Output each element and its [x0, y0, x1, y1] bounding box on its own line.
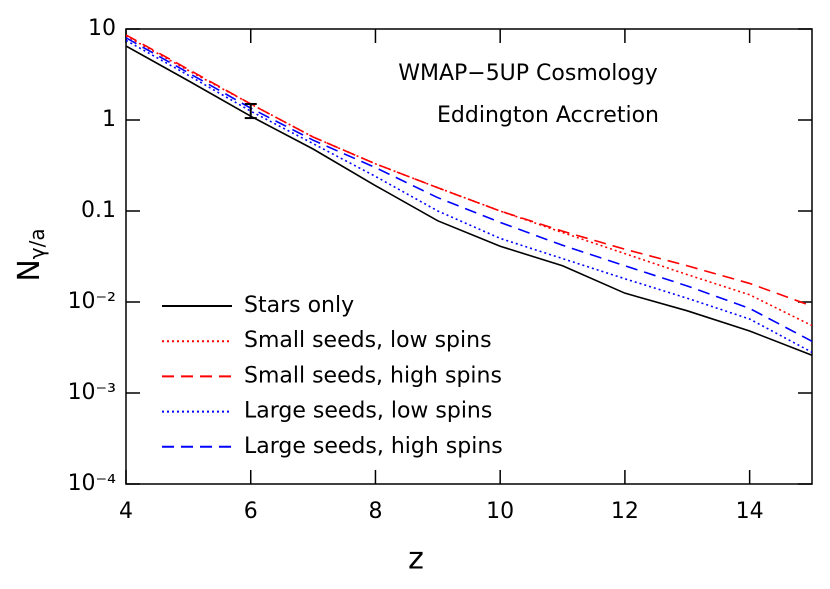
series-line — [126, 45, 812, 356]
series-line — [126, 37, 812, 343]
x-axis-label: z — [408, 542, 424, 577]
y-tick-label: 10 — [88, 16, 116, 41]
y-axis-label: Nγ/a — [12, 228, 49, 281]
y-tick-label: 0.1 — [81, 198, 116, 223]
annotation: Eddington Accretion — [437, 103, 659, 128]
x-tick-label: 12 — [611, 499, 639, 524]
x-tick-label: 6 — [244, 499, 258, 524]
plot-frame — [125, 28, 813, 485]
series-line — [126, 34, 812, 307]
legend-label: Large seeds, low spins — [244, 399, 492, 424]
y-axis-label-sub: γ/a — [25, 228, 49, 259]
legend-label: Large seeds, high spins — [244, 434, 503, 459]
x-tick-label: 4 — [119, 499, 133, 524]
x-tick-label: 8 — [368, 499, 382, 524]
x-tick-label: 14 — [736, 499, 764, 524]
y-tick-label: 1 — [102, 107, 116, 132]
legend-label: Small seeds, high spins — [244, 363, 502, 388]
legend-label: Small seeds, low spins — [244, 328, 492, 353]
y-axis-label-main: N — [12, 259, 47, 281]
x-tick-label: 10 — [486, 499, 514, 524]
y-tick-label: 10⁻³ — [68, 380, 116, 405]
plot-area — [126, 34, 812, 356]
series-line — [126, 39, 812, 354]
annotation: WMAP−5UP Cosmology — [398, 61, 658, 86]
y-tick-label: 10⁻⁴ — [68, 471, 117, 496]
y-tick-label: 10⁻² — [68, 289, 116, 314]
legend-label: Stars only — [244, 293, 354, 318]
